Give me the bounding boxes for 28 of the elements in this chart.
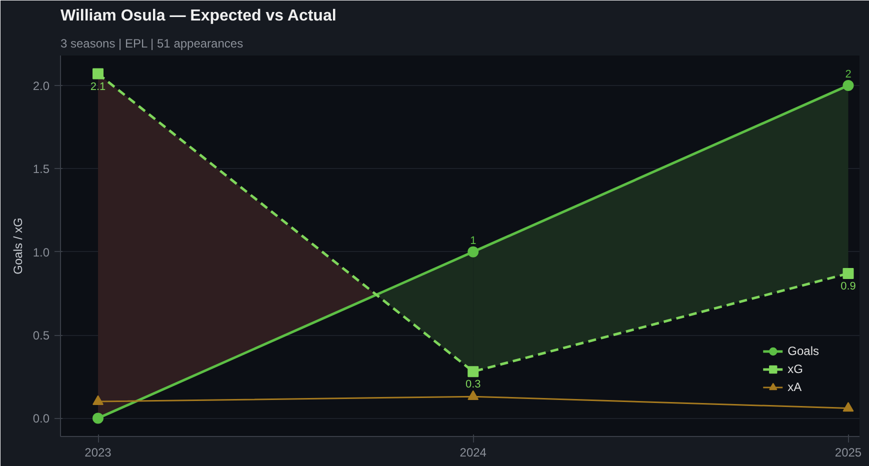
y-axis-title: Goals / xG [10, 218, 25, 274]
point [842, 268, 854, 279]
point [92, 395, 104, 405]
y-tick-label: 1.0 [32, 245, 50, 260]
y-tick-label: 1.5 [32, 162, 50, 176]
data-label: 0.3 [465, 378, 481, 391]
point [842, 402, 854, 412]
data-label: 2 [845, 68, 852, 80]
data-label: 2.1 [90, 80, 106, 93]
point [468, 366, 479, 378]
point [92, 68, 104, 80]
point [468, 390, 479, 400]
data-label: 1 [470, 234, 476, 247]
x-tick-label: 2023 [84, 446, 112, 460]
legend-label: xG [788, 361, 804, 378]
legend-label: Goals [788, 343, 819, 360]
legend-label: xA [788, 379, 803, 396]
y-tick-label: 0.0 [32, 412, 50, 426]
data-label: 0.9 [840, 280, 856, 292]
point [468, 246, 479, 258]
point [842, 80, 854, 91]
y-tick-label: 0.5 [32, 328, 50, 343]
x-tick-label: 2024 [460, 446, 487, 460]
x-tick-label: 2025 [834, 446, 862, 460]
chart-subtitle: 3 seasons | EPL | 51 appearances [60, 36, 244, 50]
point [92, 412, 104, 424]
chart-title: William Osula — Expected vs Actual [60, 8, 336, 24]
y-tick-label: 2.0 [32, 78, 50, 93]
